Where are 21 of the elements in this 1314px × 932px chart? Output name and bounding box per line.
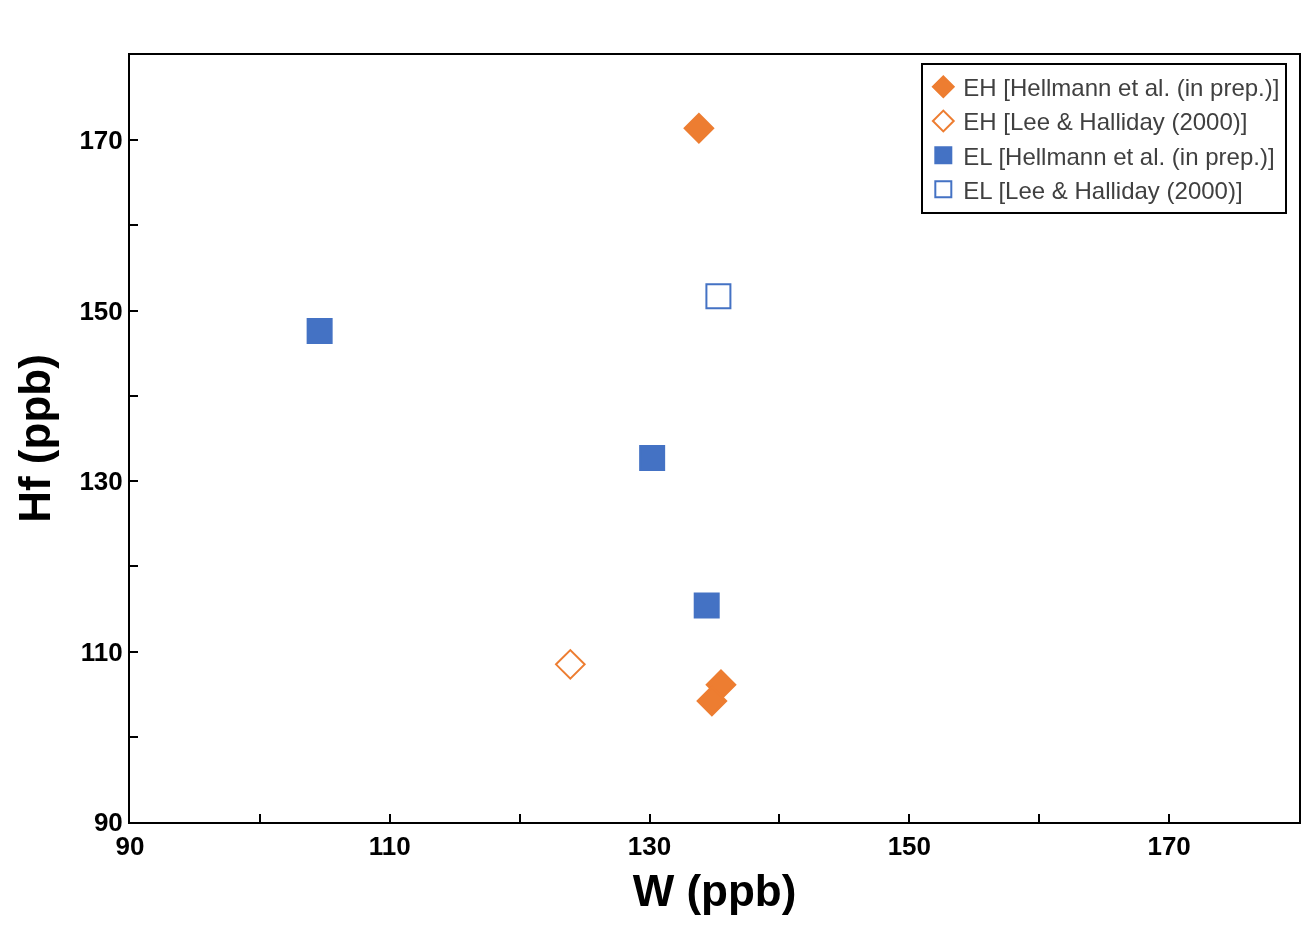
point — [683, 112, 715, 144]
point — [639, 445, 666, 472]
legend-label: EH [Hellmann et al. (in prep.)] — [963, 74, 1280, 102]
y-tick-label: 110 — [80, 636, 123, 667]
y-tick-label: 130 — [79, 466, 123, 497]
point — [555, 649, 586, 680]
point — [705, 283, 732, 310]
x-tick-label: 110 — [368, 831, 411, 862]
point — [696, 685, 728, 717]
point — [693, 592, 720, 619]
x-tick-label: 130 — [627, 831, 672, 862]
x-axis-title: W (ppb) — [632, 866, 797, 915]
legend-label: EL [Hellmann et al. (in prep.)] — [963, 142, 1275, 170]
y-axis-title: Hf (ppb) — [10, 354, 60, 523]
x-tick-label: 170 — [1147, 831, 1191, 862]
y-tick-label: 170 — [79, 125, 123, 156]
legend-label: EL [Lee & Halliday (2000)] — [963, 176, 1243, 204]
legend-label: EH [Lee & Halliday (2000)] — [963, 108, 1248, 136]
y-tick-label: 150 — [79, 295, 123, 326]
point — [306, 318, 333, 345]
x-tick-label: 150 — [887, 831, 932, 862]
